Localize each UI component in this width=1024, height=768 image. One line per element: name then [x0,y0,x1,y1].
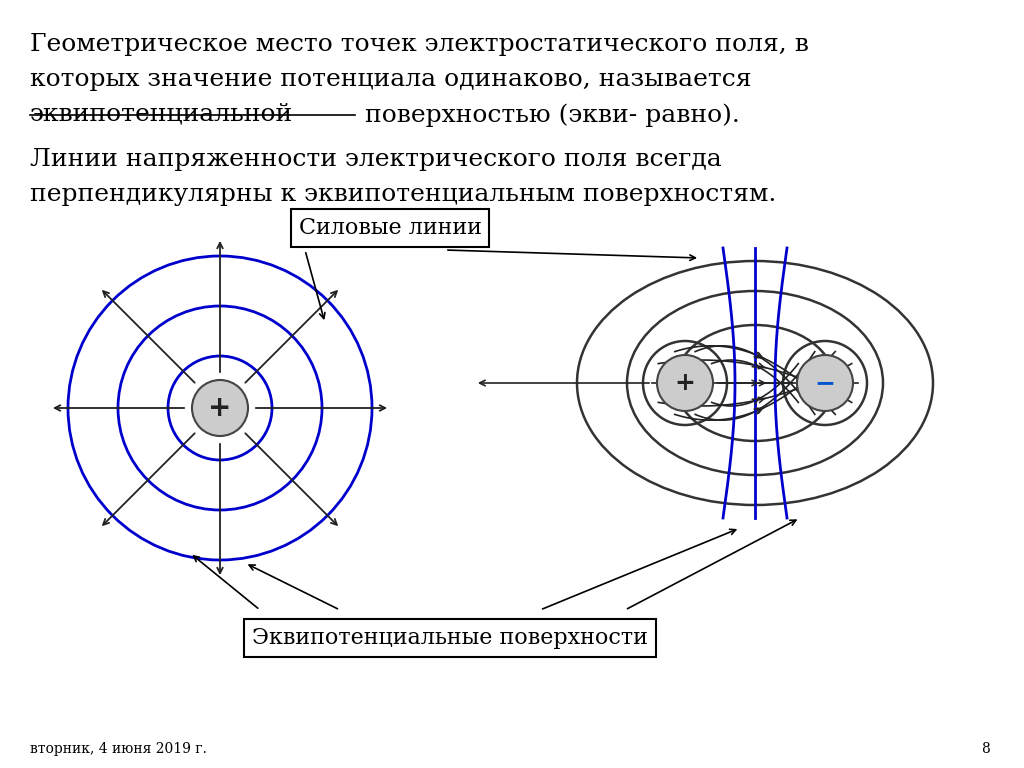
Circle shape [193,380,248,436]
Text: 8: 8 [981,742,990,756]
Text: −: − [814,371,836,395]
Text: эквипотенциальной: эквипотенциальной [30,103,293,126]
Circle shape [657,355,713,411]
Text: поверхностью (экви- равно).: поверхностью (экви- равно). [357,103,740,127]
Text: вторник, 4 июня 2019 г.: вторник, 4 июня 2019 г. [30,742,207,756]
Text: Линии напряженности электрического поля всегда: Линии напряженности электрического поля … [30,148,722,171]
Text: перпендикулярны к эквипотенциальным поверхностям.: перпендикулярны к эквипотенциальным пове… [30,183,776,206]
Text: +: + [208,394,231,422]
Text: Геометрическое место точек электростатического поля, в: Геометрическое место точек электростатич… [30,33,809,56]
Text: Эквипотенциальные поверхности: Эквипотенциальные поверхности [252,627,648,649]
Text: +: + [675,371,695,395]
Circle shape [797,355,853,411]
Text: Силовые линии: Силовые линии [299,217,481,239]
Text: которых значение потенциала одинаково, называется: которых значение потенциала одинаково, н… [30,68,752,91]
